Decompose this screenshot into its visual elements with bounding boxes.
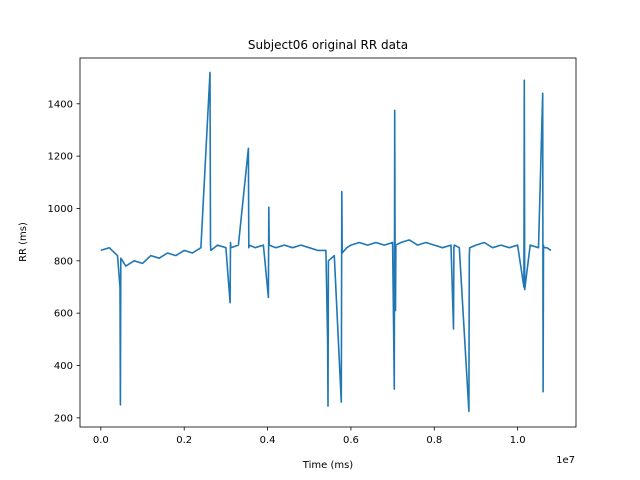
x-axis-offset-text: 1e7 bbox=[556, 455, 575, 466]
x-tick-label: 0.2 bbox=[176, 435, 192, 446]
y-axis-label: RR (ms) bbox=[18, 222, 29, 262]
x-tick-label: 0.6 bbox=[343, 435, 359, 446]
x-tick-label: 0.8 bbox=[426, 435, 442, 446]
y-tick-label: 400 bbox=[54, 361, 73, 372]
chart-title: Subject06 original RR data bbox=[248, 38, 408, 52]
y-tick-label: 1400 bbox=[48, 99, 73, 110]
plot-area bbox=[100, 71, 552, 413]
x-tick-label: 1.0 bbox=[510, 435, 526, 446]
x-tick-label: 0.0 bbox=[93, 435, 109, 446]
axes: 0.0 0.2 0.4 0.6 0.8 1.0 200 400 600 800 1000 1200 14… bbox=[48, 57, 577, 446]
x-tick-label: 0.4 bbox=[260, 435, 276, 446]
rr-series-line bbox=[100, 71, 552, 413]
y-tick-label: 1000 bbox=[48, 204, 73, 215]
y-tick-label: 1200 bbox=[48, 152, 73, 163]
y-tick-label: 800 bbox=[54, 256, 73, 267]
axes-frame bbox=[79, 57, 577, 428]
x-axis-label: Time (ms) bbox=[302, 460, 354, 471]
y-tick-label: 200 bbox=[54, 413, 73, 424]
y-tick-label: 600 bbox=[54, 309, 73, 320]
